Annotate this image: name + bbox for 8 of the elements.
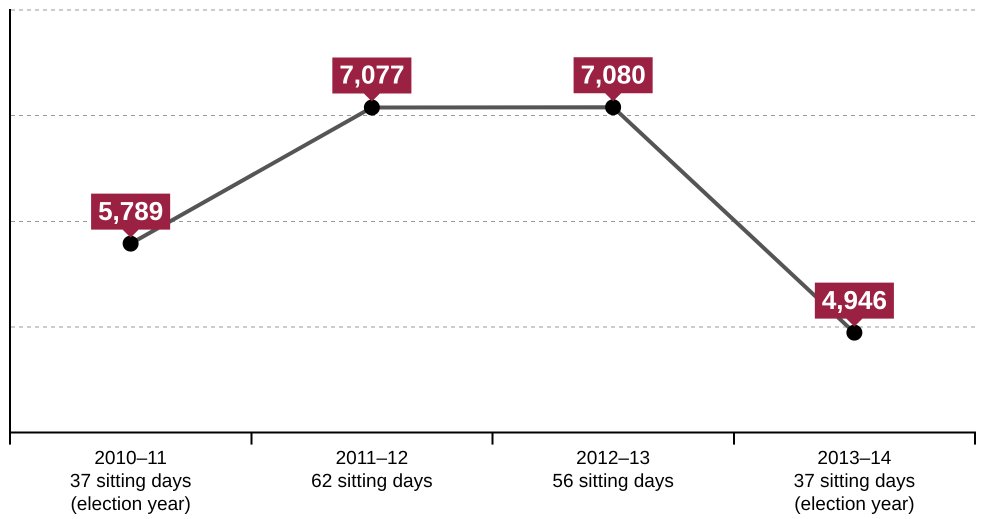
x-tick-label: 2011–12 62 sitting days bbox=[311, 448, 433, 492]
data-label: 7,077 bbox=[339, 60, 404, 90]
data-label: 7,080 bbox=[580, 59, 646, 90]
x-tick-label: 2010–11 37 sitting days (election year) bbox=[70, 448, 192, 515]
data-label: 4,946 bbox=[822, 284, 887, 315]
x-tick-label: 2013–14 37 sitting days (election year) bbox=[794, 448, 916, 515]
data-label: 5,789 bbox=[98, 196, 164, 226]
x-tick-label: 2012–13 56 sitting days bbox=[552, 448, 674, 492]
